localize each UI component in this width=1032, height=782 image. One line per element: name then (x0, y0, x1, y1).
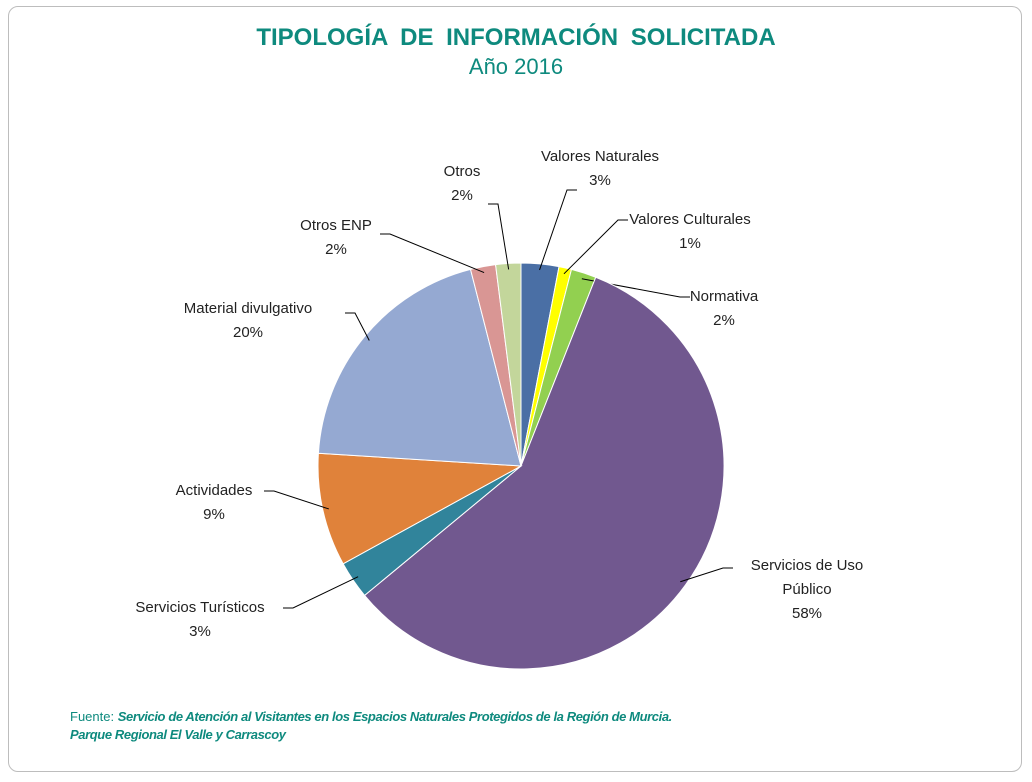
slice-label: Otros ENP (300, 217, 372, 234)
leader-line (539, 189, 577, 271)
leader-line (563, 219, 628, 275)
leader-line (380, 233, 485, 274)
slice-label: Valores Naturales (540, 148, 660, 165)
slice-label: Servicios Turísticos (135, 599, 265, 616)
slice-label: Otros (443, 163, 481, 180)
leader-line (283, 576, 359, 609)
leader-line (264, 490, 329, 510)
slice-value-label: 3% (589, 172, 611, 189)
leader-line (345, 312, 370, 341)
source-text: Parque Regional El Valle y Carrascoy (70, 727, 286, 742)
chart-subtitle: Año 2016 (468, 54, 564, 79)
leader-line (680, 567, 733, 583)
leader-line (488, 203, 510, 270)
slice-value-label: 2% (451, 187, 473, 204)
slice-value-label: 58% (791, 605, 823, 622)
leader-line (581, 278, 690, 298)
source-text: Servicio de Atención al Visitantes en lo… (117, 709, 673, 724)
chart-title: TIPOLOGÍA DE INFORMACIÓN SOLICITADA (256, 24, 776, 51)
source-note: Fuente: Servicio de Atención al Visitant… (70, 708, 672, 744)
slice-value-label: 2% (713, 312, 735, 329)
slice-label: Material divulgativo (183, 300, 313, 317)
slice-value-label: 2% (325, 241, 347, 258)
slice-value-label: 20% (232, 324, 264, 341)
slice-label: Valores Culturales (629, 211, 751, 228)
slice-label: Actividades (175, 482, 253, 499)
pie-slice (363, 276, 725, 670)
slice-value-label: 3% (189, 623, 211, 640)
slice-value-label: 9% (203, 506, 225, 523)
slice-label: Normativa (689, 288, 759, 305)
source-label: Fuente: (70, 709, 115, 724)
pie-slice (317, 268, 522, 467)
slice-value-label: 1% (679, 235, 701, 252)
pie-slice (317, 452, 523, 565)
slice-label: Servicios de Uso Público (750, 557, 864, 598)
pie-slice (494, 262, 522, 467)
frame (8, 6, 1022, 772)
